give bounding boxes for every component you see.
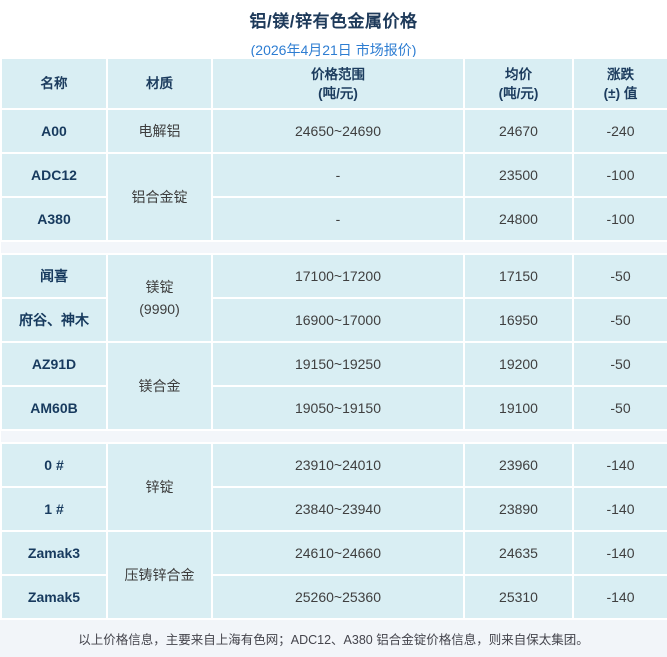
column-header-name: 名称 xyxy=(0,57,108,110)
name-cell: A380 xyxy=(0,196,108,242)
footer-bar: 以上价格信息，主要来自上海有色网；ADC12、A380 铝合金锭价格信息，则来自… xyxy=(0,620,667,657)
change-cell: -100 xyxy=(572,196,667,242)
page-subtitle: (2026年4月21日 市场报价) xyxy=(250,42,417,58)
table-row-zamak5: Zamak5 25260~25360 25310 -140 xyxy=(0,574,667,620)
material-cell: 铝合金锭 xyxy=(106,152,213,242)
name-cell: 1 # xyxy=(0,486,108,532)
change-cell: -100 xyxy=(572,152,667,198)
change-cell: -50 xyxy=(572,385,667,431)
column-header-average-price-line1: 均价 xyxy=(505,66,532,82)
table-row-fugu-shenmu: 府谷、神木 16900~17000 16950 -50 xyxy=(0,297,667,343)
table-row-a380: A380 - 24800 -100 xyxy=(0,196,667,242)
table-row-az91d: AZ91D 镁合金 19150~19250 19200 -50 xyxy=(0,341,667,431)
change-cell: -140 xyxy=(572,442,667,488)
page-title: 铝/镁/锌有色金属价格 xyxy=(249,12,418,31)
material-cell: 电解铝 xyxy=(106,108,213,154)
table-row-zinc-1: 1 # 23840~23940 23890 -140 xyxy=(0,486,667,532)
change-cell: -140 xyxy=(572,486,667,532)
column-header-price-range: 价格范围 (吨/元) xyxy=(211,57,465,110)
change-cell: -240 xyxy=(572,108,667,154)
avg-cell: 16950 xyxy=(463,297,574,343)
name-cell: Zamak3 xyxy=(0,530,108,576)
material-line2: (9990) xyxy=(139,301,180,317)
table-row-zamak3: Zamak3 压铸锌合金 24610~24660 24635 -140 xyxy=(0,530,667,620)
table-row-a00: A00 电解铝 24650~24690 24670 -240 xyxy=(0,108,667,154)
avg-cell: 24670 xyxy=(463,108,574,154)
column-header-material: 材质 xyxy=(106,57,213,110)
column-header-material-label: 材质 xyxy=(146,76,173,91)
table-row-am60b: AM60B 19050~19150 19100 -50 xyxy=(0,385,667,431)
column-header-name-label: 名称 xyxy=(40,76,68,91)
section-separator xyxy=(1,429,667,444)
name-cell: 府谷、神木 xyxy=(0,297,108,343)
range-cell: 23910~24010 xyxy=(211,442,465,488)
material-cell: 压铸锌合金 xyxy=(106,530,213,620)
table-header-row: 名称 材质 价格范围 (吨/元) 均价 (吨/元) 涨跌 (±) 值 xyxy=(0,57,667,110)
column-header-change: 涨跌 (±) 值 xyxy=(572,57,667,110)
avg-cell: 23500 xyxy=(463,152,574,198)
material-line1: 镁锭 xyxy=(145,279,174,295)
range-cell: 17100~17200 xyxy=(211,253,465,299)
price-table: 名称 材质 价格范围 (吨/元) 均价 (吨/元) 涨跌 (±) 值 A00 电… xyxy=(0,57,667,620)
table-row-adc12: ADC12 铝合金锭 - 23500 -100 xyxy=(0,152,667,242)
range-cell: - xyxy=(211,152,465,198)
range-cell: 16900~17000 xyxy=(211,297,465,343)
material-cell: 锌锭 xyxy=(106,442,213,532)
change-cell: -140 xyxy=(572,530,667,576)
avg-cell: 23960 xyxy=(463,442,574,488)
name-cell: 0 # xyxy=(0,442,108,488)
column-header-change-line1: 涨跌 xyxy=(607,66,634,82)
column-header-average-price: 均价 (吨/元) xyxy=(463,57,574,110)
avg-cell: 23890 xyxy=(463,486,574,532)
name-cell: A00 xyxy=(0,108,108,154)
table-row-wenxi: 闻喜 镁锭 (9990) 17100~17200 17150 -50 xyxy=(0,253,667,343)
range-cell: 19150~19250 xyxy=(211,341,465,387)
avg-cell: 19100 xyxy=(463,385,574,431)
material-cell: 镁锭 (9990) xyxy=(106,253,213,343)
name-cell: ADC12 xyxy=(0,152,108,198)
change-cell: -50 xyxy=(572,253,667,299)
avg-cell: 25310 xyxy=(463,574,574,620)
column-header-price-range-line2: (吨/元) xyxy=(318,85,358,101)
column-header-average-price-line2: (吨/元) xyxy=(498,85,539,101)
change-cell: -50 xyxy=(572,341,667,387)
material-cell: 镁合金 xyxy=(106,341,213,431)
range-cell: 19050~19150 xyxy=(211,385,465,431)
range-cell: 25260~25360 xyxy=(211,574,465,620)
name-cell: AM60B xyxy=(0,385,108,431)
title-bar: 铝/镁/锌有色金属价格 (2026年4月21日 市场报价) xyxy=(0,0,667,58)
change-cell: -50 xyxy=(572,297,667,343)
separator-band xyxy=(1,240,667,255)
table-row-zinc-0: 0 # 锌锭 23910~24010 23960 -140 xyxy=(0,442,667,532)
range-cell: 24610~24660 xyxy=(211,530,465,576)
change-cell: -140 xyxy=(572,574,667,620)
avg-cell: 24635 xyxy=(463,530,574,576)
range-cell: 24650~24690 xyxy=(211,108,465,154)
name-cell: Zamak5 xyxy=(0,574,108,620)
column-header-change-line2: (±) 值 xyxy=(603,85,638,101)
name-cell: AZ91D xyxy=(0,341,108,387)
column-header-price-range-line1: 价格范围 xyxy=(311,66,365,82)
section-separator xyxy=(1,240,667,255)
name-cell: 闻喜 xyxy=(0,253,108,299)
range-cell: - xyxy=(211,196,465,242)
range-cell: 23840~23940 xyxy=(211,486,465,532)
footer-note: 以上价格信息，主要来自上海有色网；ADC12、A380 铝合金锭价格信息，则来自… xyxy=(78,633,589,647)
avg-cell: 24800 xyxy=(463,196,574,242)
avg-cell: 17150 xyxy=(463,253,574,299)
avg-cell: 19200 xyxy=(463,341,574,387)
separator-band xyxy=(1,429,667,444)
